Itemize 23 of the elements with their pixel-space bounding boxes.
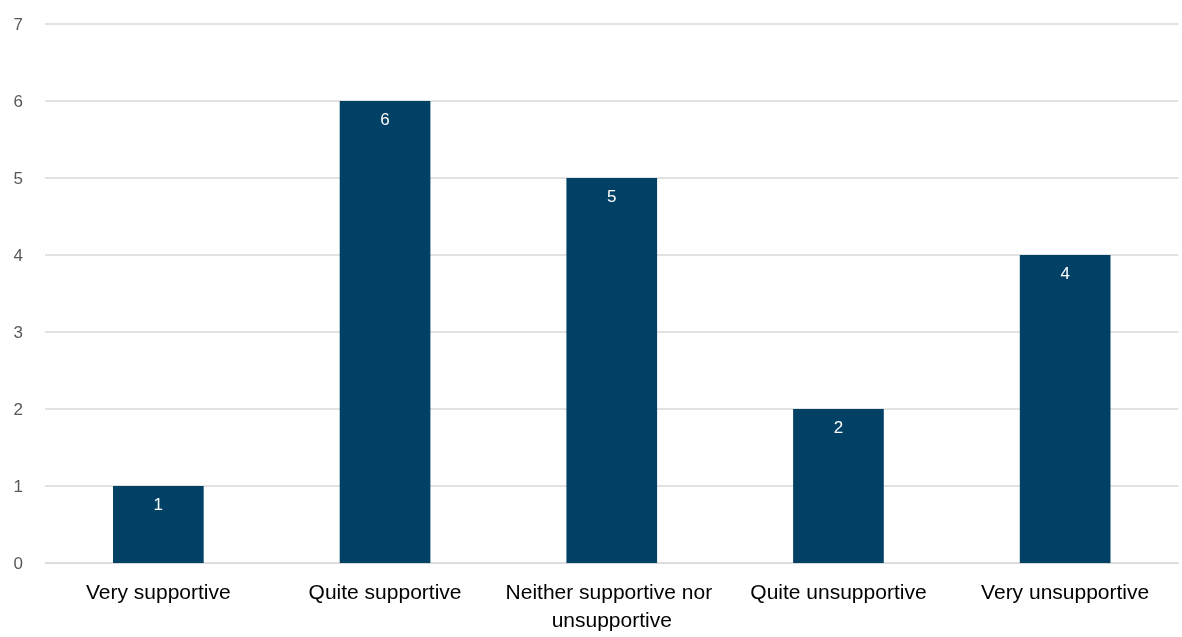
x-tick-label: Very supportive — [85, 579, 231, 603]
bar — [113, 486, 204, 563]
x-tick-label: Quite unsupportive — [750, 579, 927, 603]
y-tick-label: 2 — [13, 399, 23, 419]
data-label: 1 — [153, 495, 164, 514]
x-tick-label: Neither supportive nor unsupportive — [505, 579, 718, 631]
bar — [339, 101, 431, 563]
y-tick-label: 7 — [13, 14, 23, 34]
y-tick-label: 1 — [13, 476, 23, 496]
data-label: 4 — [1060, 264, 1070, 283]
y-tick-label: 4 — [13, 245, 23, 265]
x-tick-label: Quite supportive — [308, 579, 462, 603]
y-tick-label: 6 — [13, 91, 23, 111]
data-label: 5 — [607, 187, 617, 206]
x-tick-label: Very unsupportive — [981, 579, 1150, 603]
bar — [566, 178, 658, 563]
y-tick-label: 3 — [13, 322, 23, 342]
y-tick-label: 0 — [13, 553, 23, 573]
data-label: 6 — [380, 110, 390, 129]
bar — [793, 409, 884, 563]
data-label: 2 — [833, 418, 844, 437]
bar — [1019, 255, 1111, 563]
y-tick-label: 5 — [13, 168, 23, 188]
